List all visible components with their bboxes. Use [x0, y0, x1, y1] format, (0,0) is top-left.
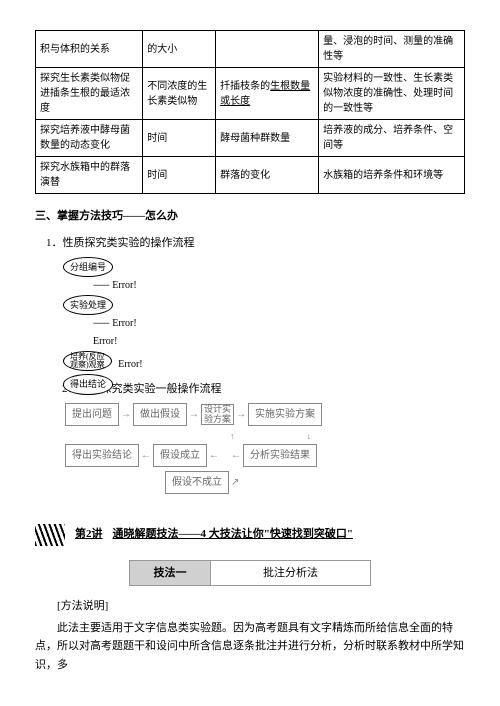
error-text: Error! [112, 318, 136, 329]
table-cell: 培养液的成分、培养条件、空间等 [319, 120, 465, 157]
table-cell: 扦插枝条的生根数量或长度 [216, 68, 319, 120]
flow-box: 设计实验方案 [201, 404, 234, 426]
subtitle-1: 1．性质探究类实验的操作流程 [35, 235, 465, 252]
oval-step: 培养(反应观察)观察 [63, 351, 112, 371]
flow-box: 得出实验结论 [65, 444, 139, 467]
paragraph: 此法主要适用于文字信息类实验题。因为高考题具有文字精炼而所给信息全面的特点，所以… [35, 619, 465, 675]
experiment-table: 积与体积的关系的大小量、浸泡的时间、测量的准确性等探究生长素类似物促进插条生根的… [35, 30, 465, 194]
arrow-icon: ↗ [231, 475, 239, 490]
table-cell: 时间 [143, 157, 216, 194]
table-cell: 探究水族箱中的群落演替 [36, 157, 143, 194]
table-cell: 的大小 [143, 31, 216, 68]
table-cell: 酵母菌种群数量 [216, 120, 319, 157]
error-text: Error! [118, 359, 142, 370]
section-3-title: 三、掌握方法技巧——怎么办 [35, 208, 465, 225]
error-text: Error! [112, 280, 136, 291]
table-cell: 量、浸泡的时间、测量的准确性等 [319, 31, 465, 68]
table-cell: 时间 [143, 120, 216, 157]
flow-box: 实施实验方案 [248, 403, 322, 426]
lecture-number: 第2讲 [75, 526, 103, 543]
oval-step: 分组编号 [63, 257, 113, 277]
table-row: 探究水族箱中的群落演替时间群落的变化水族箱的培养条件和环境等 [36, 157, 465, 194]
arrow-icon: → [121, 407, 131, 422]
method-label: 技法一 [130, 561, 211, 586]
table-body: 积与体积的关系的大小量、浸泡的时间、测量的准确性等探究生长素类似物促进插条生根的… [36, 31, 465, 194]
arrow-icon: ← [141, 448, 151, 463]
arrow-icon: → [236, 407, 246, 422]
table-cell: 探究培养液中酵母菌数量的动态变化 [36, 120, 143, 157]
flow-box: 假设不成立 [165, 471, 229, 494]
arrow-icon: ← [231, 448, 241, 463]
table-cell: 探究生长素类似物促进插条生根的最适浓度 [36, 68, 143, 120]
stripes-icon [35, 524, 65, 546]
method-name: 批注分析法 [211, 561, 370, 586]
method-box: 技法一 批注分析法 [129, 560, 371, 587]
table-row: 探究生长素类似物促进插条生根的最适浓度不同浓度的生长素类似物扦插枝条的生根数量或… [36, 68, 465, 120]
table-cell: 不同浓度的生长素类似物 [143, 68, 216, 120]
oval-step: 得出结论 [63, 374, 113, 394]
explain-title: [方法说明] [35, 598, 465, 615]
flowchart: 提出问题 → 做出假设 → 设计实验方案 → 实施实验方案 ↑ ↓ 得出实验结论… [65, 403, 465, 494]
table-cell: 水族箱的培养条件和环境等 [319, 157, 465, 194]
table-row: 积与体积的关系的大小 量、浸泡的时间、测量的准确性等 [36, 31, 465, 68]
arrow-icon: ← [209, 448, 219, 463]
table-row: 探究培养液中酵母菌数量的动态变化时间酵母菌种群数量培养液的成分、培养条件、空间等 [36, 120, 465, 157]
table-cell: 实验材料的一致性、生长素类似物浓度的准确性、处理时间的一致性等 [319, 68, 465, 120]
flow-box: 假设成立 [153, 444, 207, 467]
table-cell: 积与体积的关系 [36, 31, 143, 68]
oval-flow: 分组编号 ⸺ Error! 实验处理 ⸺ Error! Error! 培养(反应… [45, 257, 465, 395]
lecture-header: 第2讲 通晓解题技法——4 大技法让你"快速找到突破口" [35, 524, 465, 546]
table-cell: 群落的变化 [216, 157, 319, 194]
error-text: Error! [93, 336, 117, 347]
flow-box: 分析实验结果 [243, 444, 317, 467]
arrow-icon: → [189, 407, 199, 422]
lecture-title: 通晓解题技法——4 大技法让你"快速找到突破口" [113, 526, 353, 543]
oval-step: 实验处理 [63, 295, 113, 315]
flow-box: 做出假设 [133, 403, 187, 426]
table-cell [216, 31, 319, 68]
flow-box: 提出问题 [65, 403, 119, 426]
